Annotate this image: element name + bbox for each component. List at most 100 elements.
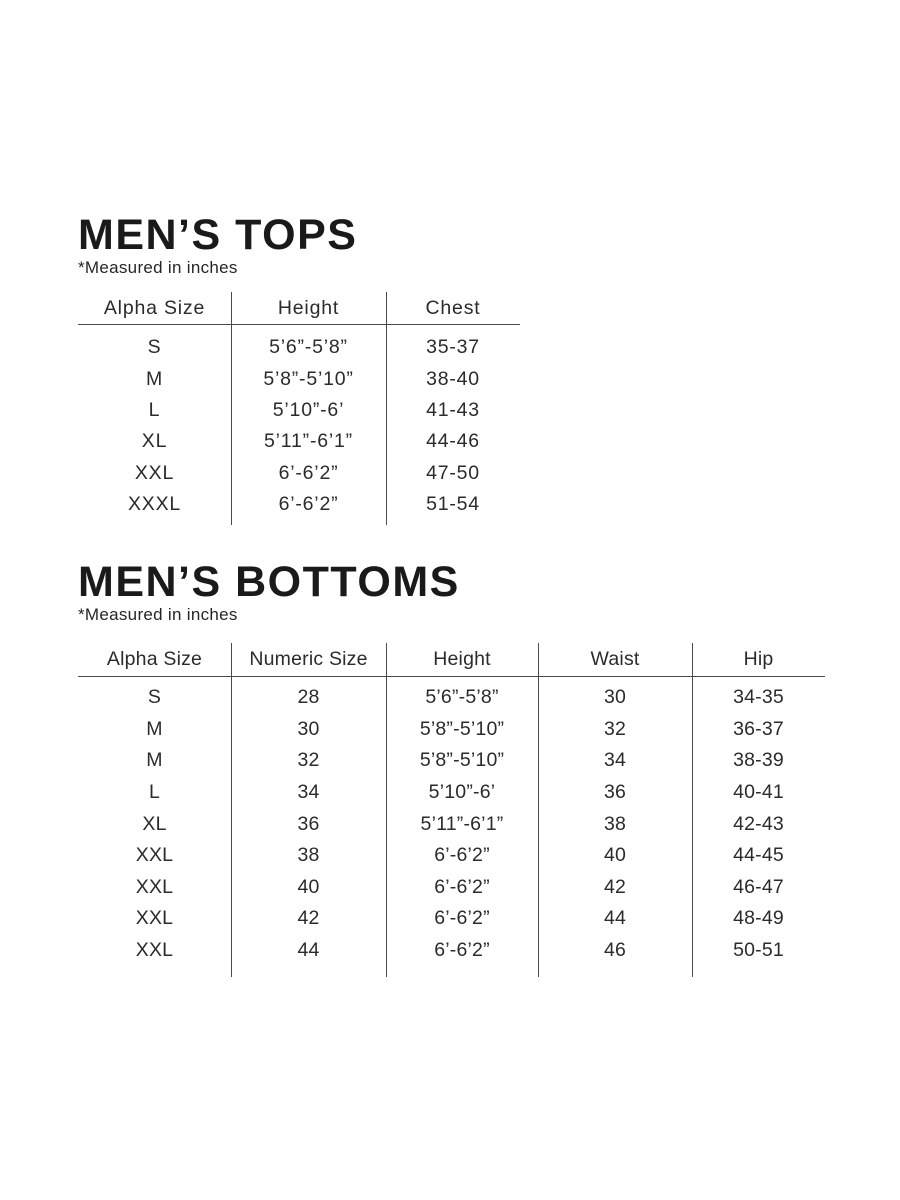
table-cell: M xyxy=(146,749,163,772)
table-cell: 44-45 xyxy=(733,844,784,867)
header-divider xyxy=(78,676,825,677)
table-row: M 5’8”-5’10” 38-40 xyxy=(78,363,520,394)
table-cell: 32 xyxy=(603,717,627,740)
table-cell: 47-50 xyxy=(426,461,480,484)
column-header: Alpha Size xyxy=(103,296,206,319)
table-cell: 6’-6’2” xyxy=(434,844,490,867)
table-header-row: Alpha Size Numeric Size Height Waist Hip xyxy=(78,643,825,676)
table-cell: XXL xyxy=(135,875,174,898)
table-cell: L xyxy=(148,398,161,421)
table-row: XXL 40 6’-6’2” 42 46-47 xyxy=(78,872,825,904)
table-body: S 28 5’6”-5’8” 30 34-35 M 30 5’8”-5’10” 32 36-37 M… xyxy=(78,676,825,966)
column-header: Height xyxy=(433,648,491,670)
column-header: Height xyxy=(277,296,340,319)
table-cell: 50-51 xyxy=(733,939,784,962)
column-header: Hip xyxy=(743,648,774,670)
table-row: S 5’6”-5’8” 35-37 xyxy=(78,332,520,363)
table-cell: 46 xyxy=(603,939,627,962)
table-cell: 5’10”-6’ xyxy=(272,398,345,421)
table-cell: 34 xyxy=(603,749,627,772)
table-cell: 46-47 xyxy=(733,875,784,898)
table-cell: 5’8”-5’10” xyxy=(263,367,354,390)
table-cell: 5’11”-6’1” xyxy=(420,812,504,835)
table-cell: 28 xyxy=(297,686,320,709)
table-cell: 5’8”-5’10” xyxy=(419,717,505,740)
table-cell: 5’10”-6’ xyxy=(428,781,496,804)
table-cell: XXL xyxy=(134,461,175,484)
table-cell: 36 xyxy=(297,812,320,835)
table-cell: S xyxy=(147,336,162,359)
table-cell: 38 xyxy=(297,844,320,867)
column-divider xyxy=(231,643,232,977)
mens-tops-size-table: Alpha Size Height Chest S 5’6”-5’8” 35-37 M 5’… xyxy=(78,292,520,525)
table-cell: XXL xyxy=(135,907,174,930)
mens-tops-measurement-note: *Measured in inches xyxy=(78,258,238,277)
table-cell: 42 xyxy=(297,907,320,930)
table-row: XXL 42 6’-6’2” 44 48-49 xyxy=(78,903,825,935)
table-cell: 5’6”-5’8” xyxy=(269,336,348,359)
table-cell: 6’-6’2” xyxy=(434,939,490,962)
table-cell: XL xyxy=(141,430,168,453)
table-cell: 6’-6’2” xyxy=(434,875,490,898)
table-cell: 48-49 xyxy=(733,907,784,930)
table-cell: 41-43 xyxy=(426,398,480,421)
table-row: XXL 38 6’-6’2” 40 44-45 xyxy=(78,840,825,872)
header-divider xyxy=(78,324,520,325)
table-cell: 38 xyxy=(603,812,627,835)
table-cell: 5’11”-6’1” xyxy=(264,430,353,453)
table-cell: 51-54 xyxy=(426,493,480,516)
table-cell: 42-43 xyxy=(733,812,784,835)
table-cell: 30 xyxy=(297,717,320,740)
column-divider xyxy=(538,643,539,977)
column-divider xyxy=(231,292,232,525)
table-row: L 34 5’10”-6’ 36 40-41 xyxy=(78,777,825,809)
table-cell: 36 xyxy=(603,781,627,804)
table-cell: XXXL xyxy=(127,493,182,516)
table-row: XXL 6’-6’2” 47-50 xyxy=(78,458,520,489)
table-cell: 34-35 xyxy=(733,686,784,709)
table-cell: 40 xyxy=(297,875,320,898)
column-divider xyxy=(692,643,693,977)
table-row: S 28 5’6”-5’8” 30 34-35 xyxy=(78,682,825,714)
table-row: M 30 5’8”-5’10” 32 36-37 xyxy=(78,714,825,746)
table-cell: 32 xyxy=(297,749,320,772)
mens-bottoms-section: MEN’S BOTTOMS *Measured in inches xyxy=(78,561,460,625)
table-cell: 38-40 xyxy=(426,367,480,390)
table-cell: 40-41 xyxy=(733,781,784,804)
column-header: Numeric Size xyxy=(249,648,368,670)
table-cell: 38-39 xyxy=(733,749,784,772)
column-header: Chest xyxy=(425,296,481,319)
table-cell: XL xyxy=(142,812,167,835)
table-cell: 34 xyxy=(297,781,320,804)
table-cell: 36-37 xyxy=(733,717,784,740)
table-cell: 6’-6’2” xyxy=(434,907,490,930)
table-cell: M xyxy=(146,717,163,740)
column-header: Alpha Size xyxy=(106,648,203,670)
mens-bottoms-measurement-note: *Measured in inches xyxy=(78,605,238,624)
table-row: XXL 44 6’-6’2” 46 50-51 xyxy=(78,935,825,967)
table-row: XXXL 6’-6’2” 51-54 xyxy=(78,489,520,520)
table-cell: 35-37 xyxy=(426,336,480,359)
table-row: L 5’10”-6’ 41-43 xyxy=(78,395,520,426)
mens-tops-title: MEN’S TOPS xyxy=(78,211,358,259)
column-divider xyxy=(386,643,387,977)
table-cell: XXL xyxy=(135,844,174,867)
table-cell: 44 xyxy=(297,939,320,962)
table-cell: 44 xyxy=(603,907,627,930)
table-cell: 6’-6’2” xyxy=(278,493,339,516)
table-cell: 6’-6’2” xyxy=(278,461,339,484)
table-cell: M xyxy=(145,367,164,390)
table-cell: 30 xyxy=(603,686,627,709)
table-row: XL 5’11”-6’1” 44-46 xyxy=(78,426,520,457)
table-cell: 40 xyxy=(603,844,627,867)
table-row: XL 36 5’11”-6’1” 38 42-43 xyxy=(78,808,825,840)
table-cell: XXL xyxy=(135,939,174,962)
mens-bottoms-title: MEN’S BOTTOMS xyxy=(78,558,460,606)
table-row: M 32 5’8”-5’10” 34 38-39 xyxy=(78,745,825,777)
mens-tops-section: MEN’S TOPS *Measured in inches xyxy=(78,214,357,278)
table-cell: S xyxy=(147,686,162,709)
table-cell: 44-46 xyxy=(426,430,480,453)
table-header-row: Alpha Size Height Chest xyxy=(78,292,520,324)
mens-bottoms-size-table: Alpha Size Numeric Size Height Waist Hip S 28… xyxy=(78,643,825,977)
table-cell: 5’8”-5’10” xyxy=(419,749,505,772)
